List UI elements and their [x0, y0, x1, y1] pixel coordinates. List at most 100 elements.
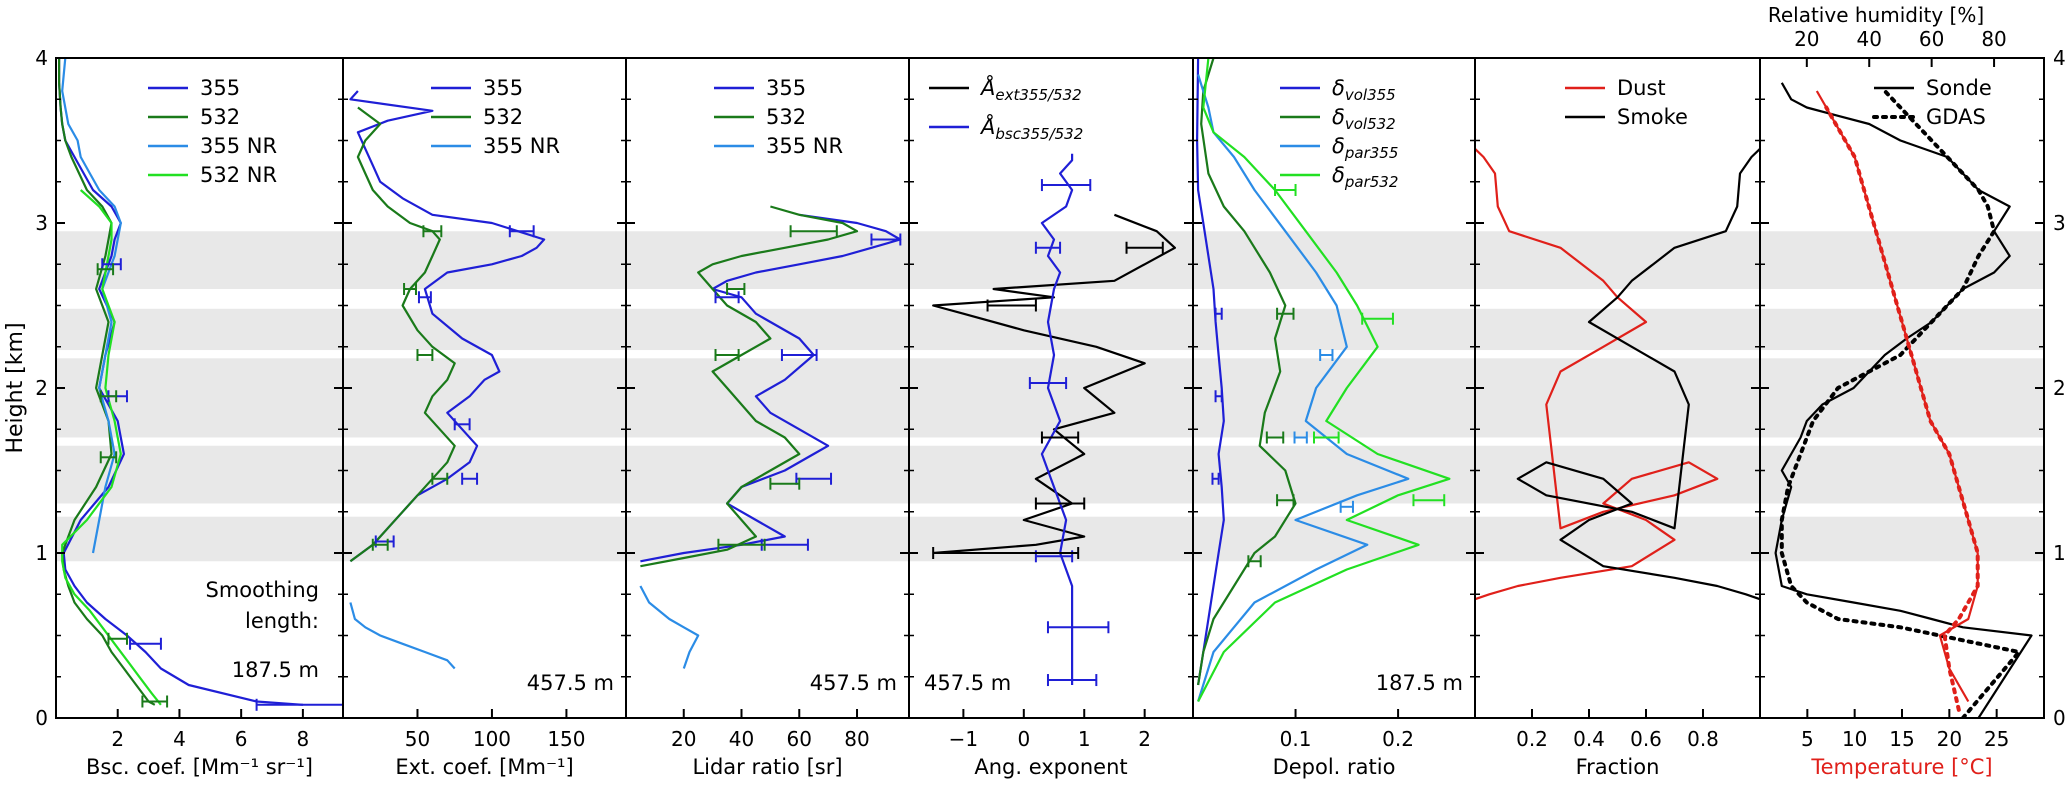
error-bar — [1247, 555, 1262, 568]
shaded-layer — [1760, 231, 2044, 289]
error-bar — [371, 538, 389, 551]
x-tick-label: 40 — [729, 727, 754, 751]
x-tick-label: 60 — [787, 727, 812, 751]
shaded-layer — [56, 516, 343, 562]
smoothing-length-label: 457.5 m — [810, 671, 897, 695]
shaded-layer — [626, 231, 909, 289]
error-bar — [1040, 431, 1080, 444]
series-lines — [1475, 148, 1760, 601]
y-tick-label-right: 3 — [2053, 211, 2066, 235]
smoothing-note: 187.5 m — [232, 658, 319, 682]
x-tick-label: 6 — [235, 727, 248, 751]
y-axis-label: Height [km] — [3, 322, 28, 453]
error-bar — [129, 637, 162, 650]
x-tick-label: 150 — [547, 727, 585, 751]
shaded-layer — [343, 445, 626, 504]
error-bar — [255, 698, 343, 711]
series-line--par532 — [1197, 58, 1451, 703]
error-bar — [769, 477, 801, 490]
legend-label: 532 — [200, 105, 240, 129]
x-tick-label: 0.1 — [1280, 727, 1312, 751]
x-tick-label: 5 — [1801, 727, 1814, 751]
shaded-layer — [1193, 231, 1475, 289]
error-bar — [461, 472, 479, 485]
error-bar — [1214, 390, 1223, 403]
y-tick-label-right: 4 — [2053, 46, 2066, 70]
shaded-layer — [1760, 308, 2044, 351]
error-bar — [1293, 431, 1308, 444]
shaded-layer — [343, 358, 626, 438]
error-bar — [422, 225, 443, 238]
rh-tick-label: 60 — [1919, 27, 1944, 51]
panel-1: 2 4 6 8 Bsc. coef. [Mm⁻¹ sr⁻¹] Smoothing lengt… — [35, 46, 344, 779]
error-bar — [1265, 431, 1285, 444]
error-bar — [1046, 674, 1098, 687]
legend: 355 532 355 NR — [714, 76, 843, 158]
x-axis-label: Bsc. coef. [Mm⁻¹ sr⁻¹] — [86, 755, 313, 779]
error-bar — [431, 472, 449, 485]
panel-6: 0.2 0.4 0.6 0.8 Fraction Dust Smoke — [1474, 57, 1761, 779]
error-bar — [932, 547, 1080, 559]
series-lines — [932, 153, 1177, 687]
series-line-355-nr — [349, 602, 456, 670]
y-tick-label-right: 1 — [2053, 541, 2066, 565]
x-tick-label: 0.2 — [1516, 727, 1548, 751]
series-line-355 — [640, 213, 902, 563]
error-bar — [403, 283, 417, 295]
x-tick-label: −1 — [949, 727, 978, 751]
shaded-layer — [1475, 358, 1760, 438]
shaded-layers — [1193, 231, 1475, 562]
legend: Sonde GDAS — [1872, 76, 1992, 129]
error-bar — [1313, 431, 1340, 444]
y-tick-label-right: 2 — [2053, 376, 2066, 400]
shaded-layer — [1475, 308, 1760, 351]
legend-label: δpar355 — [1332, 134, 1398, 162]
shaded-layer — [1193, 516, 1475, 562]
shaded-layers — [1475, 231, 1760, 562]
x-axis-label: Ang. exponent — [974, 755, 1127, 779]
smoothing-length-label: 187.5 m — [1376, 671, 1463, 695]
shaded-layers — [626, 231, 909, 562]
error-bar — [986, 299, 1037, 312]
error-bar — [1040, 179, 1092, 192]
legend-label: 355 NR — [200, 134, 277, 158]
error-bar — [453, 418, 471, 431]
shaded-layers — [343, 231, 626, 562]
error-bar — [1214, 307, 1223, 320]
error-bar — [1211, 472, 1220, 485]
shaded-layer — [1475, 445, 1760, 504]
shaded-layer — [626, 358, 909, 438]
legend-label: 532 NR — [200, 163, 277, 187]
error-bar — [726, 283, 746, 295]
x-axis-label: Fraction — [1576, 755, 1660, 779]
legend-label: 355 — [766, 76, 806, 100]
series-line-smoke — [1516, 148, 1760, 601]
legend-label: Dust — [1617, 76, 1666, 100]
x-axis-label: Depol. ratio — [1273, 755, 1396, 779]
shaded-layer — [1193, 358, 1475, 438]
legend-label: 532 — [483, 105, 523, 129]
error-bar — [141, 695, 169, 708]
series-lines — [639, 205, 902, 669]
series-line-355-nr — [639, 585, 700, 669]
x-axis-label: Ext. coef. [Mm⁻¹] — [395, 755, 573, 779]
legend-label: δvol532 — [1332, 105, 1396, 133]
legend-label: δvol355 — [1332, 76, 1396, 104]
error-bar — [714, 349, 740, 361]
x-tick-label: 1 — [1078, 727, 1091, 751]
x-tick-label: 20 — [671, 727, 696, 751]
x-tick-label: 0.4 — [1573, 727, 1605, 751]
x-tick-label: 0.6 — [1630, 727, 1662, 751]
shaded-layer — [909, 516, 1193, 562]
shaded-layer — [1475, 231, 1760, 289]
error-bar — [1034, 497, 1086, 510]
shaded-layer — [56, 308, 343, 351]
legend-label: δpar532 — [1332, 163, 1398, 191]
y-tick-label: 0 — [35, 706, 48, 730]
series-line--bsc355-532 — [1040, 153, 1074, 685]
x-tick-label: 4 — [173, 727, 186, 751]
error-bar — [1319, 349, 1334, 361]
error-bar — [1361, 312, 1394, 325]
